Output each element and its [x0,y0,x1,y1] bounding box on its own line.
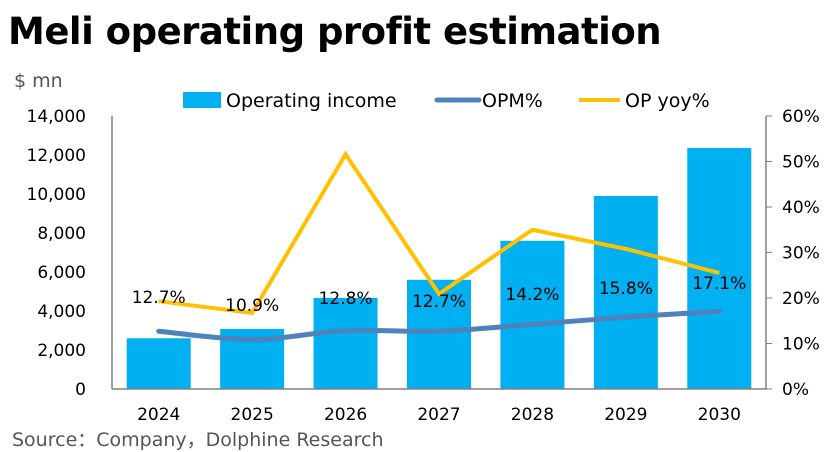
y-right-tick-label: 50% [782,153,820,173]
x-tick-label: 2027 [417,405,460,425]
y-tick-label: 10,000 [27,185,86,205]
x-tick-label: 2029 [604,405,647,425]
bar-2024 [126,338,191,389]
opm-data-label: 12.8% [319,289,373,309]
y-tick-label: 14,000 [27,107,86,127]
y-tick-label: 2,000 [37,341,86,361]
y-tick-label: 0 [75,380,86,400]
legend-label-opm: OPM% [482,90,543,112]
x-tick-label: 2030 [698,405,741,425]
x-tick-label: 2025 [231,405,274,425]
bar-2026 [313,297,378,389]
y-right-tick-label: 0% [782,380,809,400]
op-yoy-line [158,150,720,316]
bar-2027 [407,279,471,389]
opm-data-label: 15.8% [599,279,653,299]
x-tick-label: 2026 [324,405,367,425]
bar-2028 [500,240,565,389]
opm-line [156,308,722,342]
y-right-tick-label: 40% [782,198,820,218]
x-tick-label: 2028 [511,405,554,425]
chart-title: Meli operating profit estimation [8,10,662,53]
y-right-tick-label: 30% [782,244,820,264]
bar-2029 [593,195,658,389]
y-right-tick-label: 60% [782,107,820,127]
y-right-tick-label: 20% [782,289,820,309]
legend-label-op-yoy: OP yoy% [625,90,710,112]
opm-data-label: 12.7% [132,288,186,308]
y-axis-unit: $ mn [14,70,63,92]
x-tick-label: 2024 [137,405,180,425]
opm-data-label: 17.1% [692,274,746,294]
source-note: Source：Company，Dolphine Research [12,429,384,451]
y-tick-label: 6,000 [37,263,86,283]
opm-data-label: 10.9% [225,296,279,316]
y-right-tick-label: 10% [782,335,820,355]
legend-label-operating-income: Operating income [226,90,397,112]
y-tick-label: 4,000 [37,302,86,322]
y-tick-label: 12,000 [27,146,86,166]
opm-data-label: 14.2% [505,285,559,305]
opm-data-label: 12.7% [412,292,466,312]
y-tick-label: 8,000 [37,224,86,244]
legend-swatch-operating-income [183,92,221,108]
